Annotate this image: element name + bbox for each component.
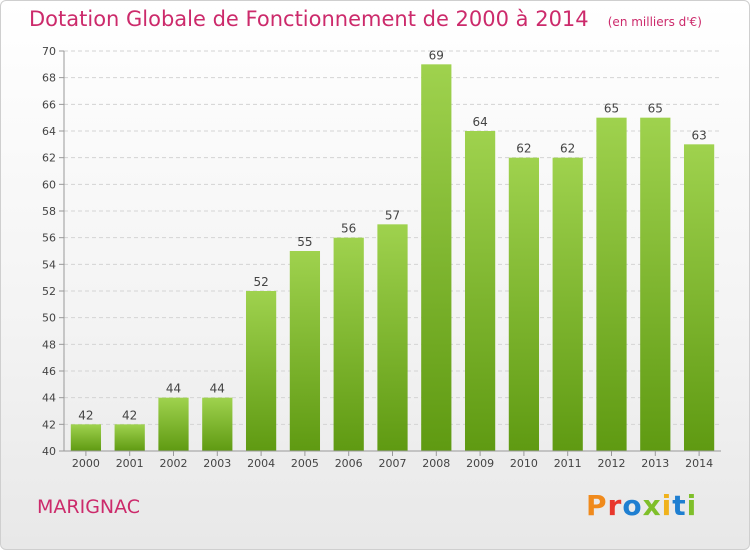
x-tick-labels: 2000 2001 2002 2003 2004 2005 2006 2007 2008 2009…: [72, 451, 713, 470]
bars: [70, 64, 715, 452]
bar-2003: [202, 397, 233, 451]
x-tick-label: 2000: [72, 457, 100, 470]
data-label: 42: [122, 408, 137, 422]
y-tick-labels: 40 42 44 46 48 50 52 54 56 58 60 62 64 66 68 70: [42, 45, 64, 458]
bar-2006: [333, 237, 364, 451]
data-label: 55: [297, 235, 312, 249]
data-label: 64: [472, 115, 487, 129]
data-label: 62: [560, 142, 575, 156]
brand-letter: P: [586, 489, 608, 522]
data-label: 44: [210, 382, 225, 396]
data-label: 69: [429, 48, 444, 62]
x-tick-label: 2003: [203, 457, 231, 470]
x-tick-label: 2010: [510, 457, 538, 470]
x-tick-label: 2012: [598, 457, 626, 470]
x-tick-label: 2002: [160, 457, 188, 470]
brand-letter: x: [642, 489, 662, 522]
data-label: 65: [604, 102, 619, 116]
y-tick-label: 44: [42, 392, 56, 405]
chart-title: Dotation Globale de Fonctionnement de 20…: [29, 7, 589, 31]
place-name: MARIGNAC: [37, 496, 141, 518]
bar-2014: [683, 144, 715, 452]
y-tick-label: 58: [42, 205, 56, 218]
y-tick-label: 54: [42, 258, 56, 271]
x-tick-label: 2008: [422, 457, 450, 470]
y-tick-label: 50: [42, 312, 56, 325]
data-labels: 42 42 44 44 52 55 56 57 69 64 62 62 65 65 63: [78, 48, 706, 422]
x-tick-label: 2004: [247, 457, 275, 470]
bar-2012: [596, 117, 627, 452]
bar-2005: [289, 251, 321, 451]
brand-letter: o: [622, 489, 643, 522]
y-tick-label: 48: [42, 338, 56, 351]
y-tick-label: 70: [42, 45, 56, 58]
brand-letter: i: [661, 489, 673, 522]
bar-2000: [70, 424, 102, 451]
brand-letter: t: [672, 489, 687, 522]
data-label: 44: [166, 382, 181, 396]
y-tick-label: 40: [42, 445, 56, 458]
x-tick-label: 2011: [554, 457, 582, 470]
y-tick-label: 68: [42, 72, 56, 85]
bar-2013: [640, 117, 671, 452]
brand-letter: r: [607, 489, 623, 522]
y-tick-label: 52: [42, 285, 56, 298]
data-label: 52: [253, 275, 268, 289]
bar-2004: [245, 291, 277, 451]
data-label: 62: [516, 142, 531, 156]
x-tick-label: 2009: [466, 457, 494, 470]
y-tick-label: 64: [42, 125, 56, 138]
x-tick-label: 2014: [685, 457, 713, 470]
x-tick-label: 2006: [335, 457, 363, 470]
y-tick-label: 56: [42, 232, 56, 245]
bar-2001: [114, 424, 145, 451]
data-label: 56: [341, 222, 356, 236]
bar-2007: [377, 224, 408, 451]
x-tick-label: 2013: [641, 457, 669, 470]
brand-letter: i: [686, 489, 698, 522]
y-tick-label: 60: [42, 178, 56, 191]
x-tick-label: 2007: [379, 457, 407, 470]
chart-subtitle: (en milliers d'€): [607, 15, 702, 29]
x-tick-label: 2005: [291, 457, 319, 470]
y-tick-label: 66: [42, 98, 56, 111]
bar-2002: [158, 397, 189, 451]
data-label: 57: [385, 208, 400, 222]
data-label: 42: [78, 408, 93, 422]
y-tick-label: 62: [42, 152, 56, 165]
bar-2011: [552, 157, 583, 451]
x-tick-label: 2001: [116, 457, 144, 470]
title-line: Dotation Globale de Fonctionnement de 20…: [29, 7, 702, 31]
bar-2010: [508, 157, 540, 451]
data-label: 63: [691, 128, 706, 142]
bar-2008: [421, 64, 452, 452]
bar-2009: [464, 131, 496, 451]
data-label: 65: [648, 102, 663, 116]
y-tick-label: 42: [42, 418, 56, 431]
brand-logo: Proxiti: [586, 489, 697, 522]
y-tick-label: 46: [42, 365, 56, 378]
